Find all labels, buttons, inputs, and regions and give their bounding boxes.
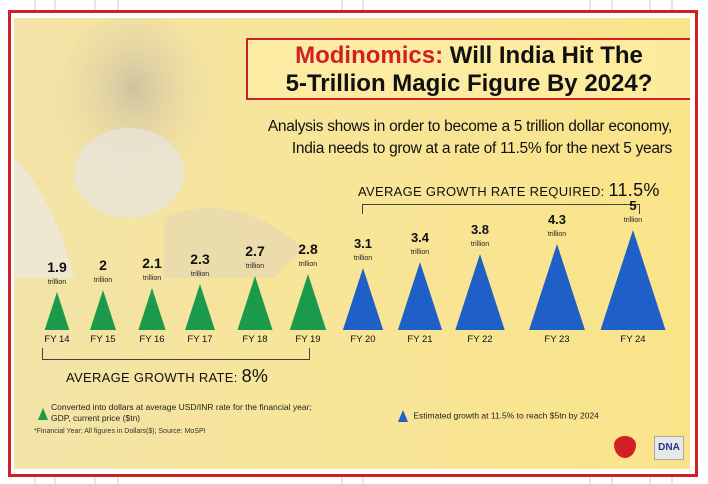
unit-label: trillion (471, 241, 489, 248)
average-bracket (42, 348, 310, 360)
value-label: 2.8 (298, 241, 318, 257)
value-label: 2.3 (190, 251, 210, 267)
channel-logo (614, 436, 636, 458)
required-bracket (362, 204, 640, 214)
category-label: FY 21 (407, 334, 432, 345)
legend-estimated-text: Estimated growth at 11.5% to reach $5tn … (413, 410, 599, 421)
unit-label: trillion (548, 231, 566, 238)
footnote: *Financial Year; All figures in Dollars(… (34, 428, 206, 435)
average-growth-label: AVERAGE GROWTH RATE: 8% (66, 366, 268, 387)
green-triangle-icon (38, 408, 48, 420)
unit-label: trillion (354, 255, 372, 262)
category-label: FY 22 (467, 334, 492, 345)
unit-label: trillion (246, 263, 264, 270)
gdp-triangle (600, 230, 666, 330)
required-growth-label: AVERAGE GROWTH RATE REQUIRED: 11.5% (358, 180, 660, 201)
value-label: 5 (629, 198, 636, 213)
gdp-chart: 1.9 trillion FY 14 2 trillion FY 15 2.1 trillio… (44, 198, 666, 345)
unit-label: trillion (299, 261, 317, 268)
gdp-triangle (455, 254, 505, 330)
value-label: 2 (99, 257, 107, 273)
unit-label: trillion (624, 217, 642, 224)
category-label: FY 14 (44, 334, 69, 345)
gdp-triangle (138, 288, 166, 330)
gdp-triangle (529, 244, 585, 330)
unit-label: trillion (94, 277, 112, 284)
portrait-illustration (14, 18, 304, 278)
title-text: Will India Hit The (449, 42, 643, 69)
value-label: 1.9 (47, 259, 67, 275)
category-label: FY 18 (242, 334, 267, 345)
value-label: 4.3 (548, 212, 566, 227)
gdp-triangle (397, 262, 443, 330)
infographic-panel: Modinomics: Will India Hit The 5-Trillio… (14, 18, 690, 469)
legend-actual: Converted into dollars at average USD/IN… (38, 402, 318, 424)
average-growth-text: AVERAGE GROWTH RATE: (66, 370, 238, 385)
gdp-triangle (237, 276, 273, 330)
unit-label: trillion (411, 249, 429, 256)
subtitle: Analysis shows in order to become a 5 tr… (212, 116, 672, 160)
gdp-triangle (342, 268, 384, 330)
value-label: 3.8 (471, 222, 489, 237)
gdp-triangle (289, 274, 327, 330)
blue-triangle-icon (398, 410, 408, 422)
gdp-triangle (44, 292, 70, 330)
category-label: FY 19 (295, 334, 320, 345)
unit-label: trillion (143, 275, 161, 282)
title-box: Modinomics: Will India Hit The 5-Trillio… (246, 38, 690, 100)
title-line2: 5-Trillion Magic Figure By 2024? (285, 70, 653, 97)
required-growth-value: 11.5% (608, 180, 660, 200)
required-growth-text: AVERAGE GROWTH RATE REQUIRED: (358, 184, 605, 199)
dna-logo: DNA (654, 436, 684, 460)
average-growth-value: 8% (241, 366, 269, 386)
gdp-triangle (90, 290, 116, 330)
category-label: FY 17 (187, 334, 212, 345)
unit-label: trillion (191, 271, 209, 278)
legend-actual-text: Converted into dollars at average USD/IN… (51, 402, 312, 423)
category-label: FY 16 (139, 334, 164, 345)
value-label: 3.1 (354, 236, 372, 251)
value-label: 2.1 (142, 255, 162, 271)
title-highlight: Modinomics: (295, 42, 444, 69)
legend-estimated: Estimated growth at 11.5% to reach $5tn … (398, 410, 690, 422)
category-label: FY 15 (90, 334, 115, 345)
category-label: FY 24 (620, 334, 645, 345)
unit-label: trillion (48, 279, 66, 286)
category-label: FY 23 (544, 334, 569, 345)
value-label: 2.7 (245, 243, 265, 259)
gdp-triangle (185, 284, 215, 330)
value-label: 3.4 (411, 230, 430, 245)
subtitle-line1: Analysis shows in order to become a 5 tr… (267, 118, 672, 135)
subtitle-line2: India needs to grow at a rate of 11.5% f… (291, 140, 672, 157)
category-label: FY 20 (350, 334, 375, 345)
